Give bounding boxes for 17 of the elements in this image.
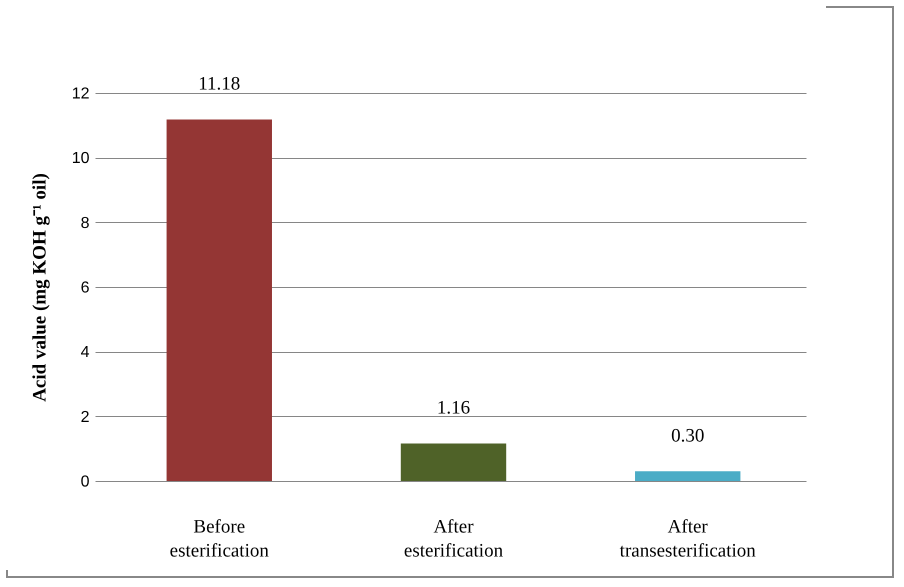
bar — [400, 443, 506, 481]
y-tick-label: 10 — [72, 150, 90, 168]
x-tick-label: After transesterification — [620, 516, 756, 562]
x-tick-label: After esterification — [404, 516, 504, 562]
y-tick-label: 12 — [72, 86, 90, 102]
y-axis-title: Acid value (mg KOH g⁻¹ oil) — [30, 173, 51, 402]
data-label: 11.18 — [198, 74, 240, 95]
y-tick-label: 8 — [80, 214, 90, 232]
data-label: 0.30 — [671, 425, 704, 446]
y-tick-label: 4 — [80, 344, 90, 362]
y-tick-label: 2 — [80, 408, 90, 426]
x-tick-label: Before esterification — [170, 516, 270, 562]
data-label: 1.16 — [436, 397, 470, 418]
bar — [166, 120, 272, 481]
bar — [635, 471, 740, 481]
y-tick-label: 0 — [80, 474, 90, 490]
y-tick-label: 6 — [80, 280, 90, 296]
